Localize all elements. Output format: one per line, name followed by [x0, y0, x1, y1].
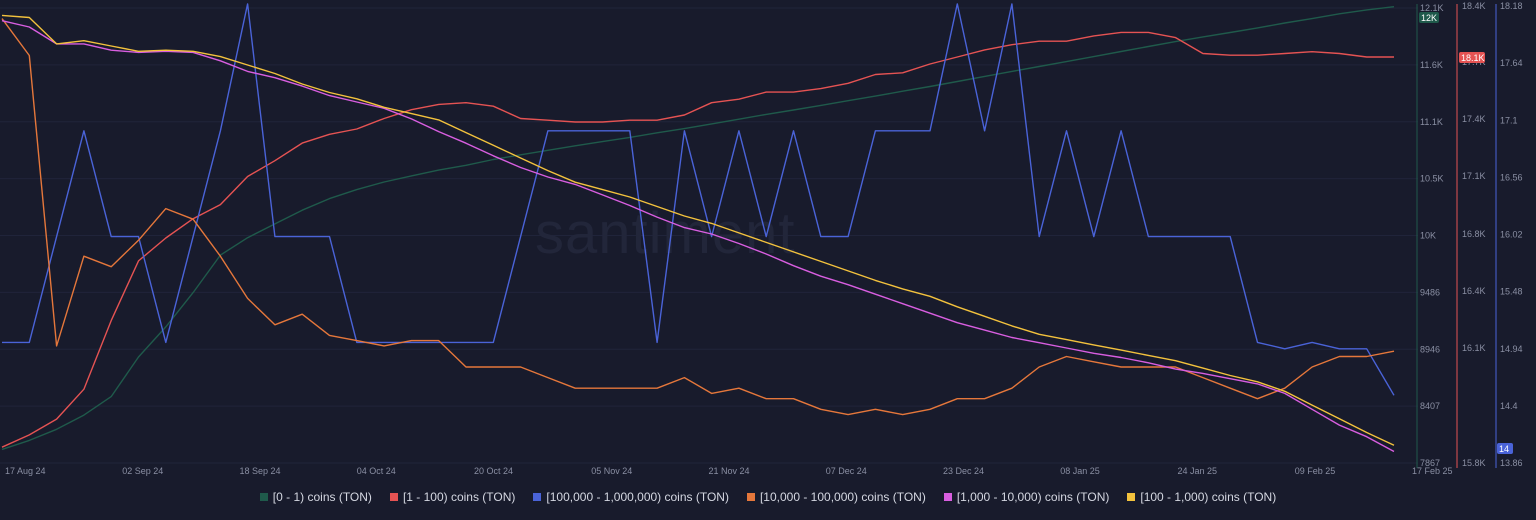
- legend-item[interactable]: [10,000 - 100,000) coins (TON): [746, 490, 926, 504]
- legend-item[interactable]: [100 - 1,000) coins (TON): [1127, 490, 1276, 504]
- x-tick-label: 21 Nov 24: [709, 466, 750, 476]
- series-line: [1, 14, 1395, 446]
- legend-item[interactable]: [100,000 - 1,000,000) coins (TON): [533, 490, 729, 504]
- legend-swatch: [1127, 493, 1136, 501]
- series-line: [1, 6, 1395, 451]
- y-tick-label: 18.18: [1500, 1, 1523, 11]
- series-lines: [1, 3, 1395, 453]
- y-tick-label: 18.4K: [1462, 1, 1486, 11]
- grid-lines: [0, 7, 1418, 464]
- y-tick-label: 16.1K: [1462, 343, 1486, 353]
- y-tick-label: 12.1K: [1420, 3, 1444, 13]
- x-tick-label: 17 Feb 25: [1412, 466, 1453, 476]
- y-tick-label: 17.64: [1500, 58, 1523, 68]
- x-tick-label: 23 Dec 24: [943, 466, 984, 476]
- y-tick-label: 10K: [1420, 231, 1436, 241]
- axis-badges: 12K 18.1K 14: [1419, 12, 1513, 454]
- chart-area: santiment 17 Aug 24 02 Sep 24 18 Sep 24 04 …: [0, 1, 1523, 476]
- legend-swatch: [389, 493, 398, 501]
- y-tick-label: 9486: [1420, 287, 1440, 297]
- y-tick-label: 16.4K: [1462, 286, 1486, 296]
- legend-item[interactable]: [1 - 100) coins (TON): [389, 490, 516, 504]
- y-tick-label: 11.1K: [1420, 117, 1443, 127]
- axes: 17 Aug 24 02 Sep 24 18 Sep 24 04 Oct 24 20 O…: [5, 1, 1523, 476]
- y-tick-label: 16.8K: [1462, 229, 1486, 239]
- x-tick-label: 05 Nov 24: [591, 466, 632, 476]
- x-tick-label: 24 Jan 25: [1178, 466, 1218, 476]
- x-tick-label: 04 Oct 24: [357, 466, 396, 476]
- series-line: [1, 20, 1395, 453]
- watermark: santiment: [535, 201, 795, 266]
- x-tick-label: 09 Feb 25: [1295, 466, 1336, 476]
- y-tick-label: 7867: [1420, 458, 1440, 468]
- y-tick-label: 16.02: [1500, 230, 1523, 240]
- axis-badge: [1459, 52, 1485, 63]
- series-line: [2, 3, 1395, 396]
- series-line: [1, 18, 1395, 416]
- y-tick-label: 17.4K: [1462, 114, 1486, 124]
- legend-item[interactable]: [1,000 - 10,000) coins (TON): [943, 490, 1110, 504]
- y-tick-label: 10.5K: [1420, 174, 1444, 184]
- legend-label: [10,000 - 100,000) coins (TON): [759, 490, 926, 504]
- legend: [0 - 1) coins (TON) [1 - 100) coins (TON)…: [0, 490, 1536, 504]
- y-tick-label: 17.1: [1500, 115, 1518, 125]
- y-tick-label: 17.1K: [1462, 171, 1486, 181]
- y-tick-label: 11.6K: [1420, 60, 1443, 70]
- series-line: [1, 31, 1394, 448]
- x-tick-label: 17 Aug 24: [5, 466, 46, 476]
- x-tick-label: 20 Oct 24: [474, 466, 513, 476]
- y-tick-label: 8407: [1420, 401, 1440, 411]
- axis-badge-label: 14: [1499, 444, 1509, 454]
- axis-badge-label: 18.1K: [1461, 53, 1485, 63]
- legend-label: [1,000 - 10,000) coins (TON): [956, 490, 1110, 504]
- legend-label: [100 - 1,000) coins (TON): [1140, 490, 1277, 504]
- y-tick-label: 8946: [1420, 344, 1440, 354]
- y-tick-label: 16.56: [1500, 172, 1523, 182]
- legend-item[interactable]: [0 - 1) coins (TON): [259, 490, 372, 504]
- legend-label: [100,000 - 1,000,000) coins (TON): [546, 490, 729, 504]
- legend-swatch: [943, 493, 952, 501]
- y-tick-label: 14.4: [1500, 401, 1518, 411]
- y-tick-label: 14.94: [1500, 344, 1523, 354]
- x-tick-label: 07 Dec 24: [826, 466, 867, 476]
- legend-label: [1 - 100) coins (TON): [402, 490, 516, 504]
- y-tick-label: 15.48: [1500, 287, 1523, 297]
- x-tick-label: 08 Jan 25: [1060, 466, 1100, 476]
- x-tick-label: 02 Sep 24: [122, 466, 163, 476]
- legend-swatch: [533, 493, 542, 501]
- axis-badge: [1497, 443, 1513, 454]
- axis-badge-label: 12K: [1421, 13, 1437, 23]
- y-tick-label: 13.86: [1500, 458, 1523, 468]
- axis-badge: [1419, 12, 1439, 23]
- y-tick-label: 15.8K: [1462, 458, 1486, 468]
- x-tick-label: 18 Sep 24: [240, 466, 281, 476]
- legend-label: [0 - 1) coins (TON): [272, 490, 372, 504]
- legend-swatch: [259, 493, 268, 501]
- legend-swatch: [746, 493, 755, 501]
